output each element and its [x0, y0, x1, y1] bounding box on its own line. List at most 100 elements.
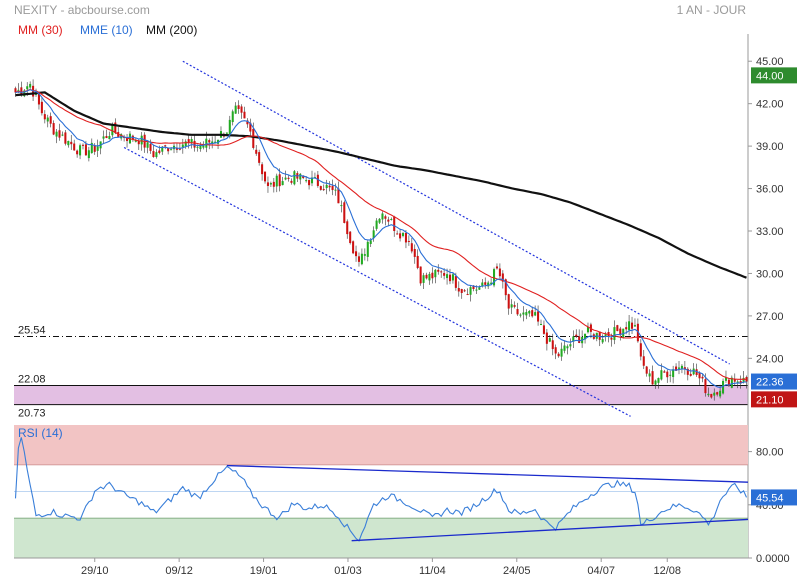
candle [510, 304, 513, 308]
candle [217, 139, 220, 144]
candle [446, 274, 449, 279]
candle [493, 269, 496, 286]
candle [316, 174, 319, 186]
candle [645, 366, 648, 374]
candle [716, 392, 719, 395]
candle [43, 114, 46, 120]
candle [240, 106, 243, 113]
moving-averages-layer [15, 88, 747, 389]
candle [407, 240, 410, 242]
y-tick-label: 33.00 [756, 226, 784, 238]
lower-badge [751, 391, 797, 408]
candle [672, 369, 675, 378]
legend-mme10: MME (10) [80, 23, 133, 37]
candle [202, 144, 205, 148]
candle [413, 248, 416, 257]
period-label: 1 AN - JOUR [677, 3, 747, 17]
candle [205, 138, 208, 148]
legend-mm200: MM (200) [146, 23, 197, 37]
candle [302, 175, 305, 179]
rsi-trendline-lower [351, 518, 749, 542]
candle [566, 346, 569, 349]
candle [440, 271, 443, 273]
candle [87, 150, 90, 159]
candle [331, 185, 334, 191]
candle [278, 174, 281, 187]
candle [349, 231, 352, 244]
candle [639, 343, 642, 357]
candle [457, 288, 460, 292]
candle [79, 145, 82, 156]
candle [410, 243, 413, 252]
candle [249, 122, 252, 132]
candle [352, 241, 355, 254]
horizontal-levels-layer: 25.54 22.08 20.73 [14, 325, 748, 420]
candle [498, 268, 501, 277]
candle [619, 328, 622, 336]
candle [360, 253, 363, 265]
candle [463, 290, 466, 292]
candle [76, 150, 79, 155]
lower-badge-label: 21.10 [756, 394, 784, 406]
candle [610, 337, 613, 340]
x-tick-label: 19/01 [250, 565, 278, 577]
candle [507, 294, 510, 309]
candle [733, 379, 736, 382]
candle [542, 325, 545, 334]
candle [469, 287, 472, 295]
candle [102, 136, 105, 139]
candle [26, 86, 29, 90]
candle [187, 139, 190, 143]
legend-mm30: MM (30) [18, 23, 63, 37]
candle [443, 273, 446, 276]
candle [146, 142, 149, 148]
candle [393, 216, 396, 232]
rsi-line-layer [14, 437, 749, 542]
candle [481, 282, 484, 286]
candle [448, 274, 452, 282]
candle [422, 275, 425, 283]
candle [504, 279, 507, 296]
candle [255, 149, 258, 154]
candle [695, 369, 698, 375]
candle [742, 377, 745, 382]
candle [49, 116, 52, 124]
candle [431, 272, 434, 279]
candle [372, 230, 375, 239]
candle [343, 202, 346, 223]
candle [20, 87, 23, 94]
candle [675, 366, 678, 371]
candle [519, 314, 522, 316]
y-tick-label: 24.00 [756, 353, 784, 365]
candle [698, 372, 701, 379]
x-tick-label: 11/04 [419, 565, 446, 577]
candle [108, 136, 111, 140]
x-tick-label: 09/12 [165, 565, 193, 577]
candle [355, 251, 358, 257]
candle [569, 344, 572, 347]
candle [537, 311, 540, 322]
candle [475, 289, 478, 291]
candle [451, 274, 454, 281]
candle [495, 266, 498, 269]
candle [689, 373, 692, 376]
candle [669, 374, 672, 376]
candle [96, 146, 99, 151]
y-tick-label: 42.00 [756, 99, 784, 111]
candle [208, 140, 211, 143]
candle [586, 327, 590, 333]
candle [175, 148, 178, 150]
candle [381, 213, 384, 220]
candle [513, 305, 516, 307]
candle [275, 175, 278, 187]
candle [246, 120, 249, 125]
candle [739, 380, 742, 384]
candle [90, 142, 93, 154]
candle [264, 171, 267, 182]
candle [490, 282, 493, 284]
candle [161, 146, 164, 152]
candle [648, 373, 651, 377]
candle [40, 101, 43, 114]
candle [328, 185, 331, 188]
